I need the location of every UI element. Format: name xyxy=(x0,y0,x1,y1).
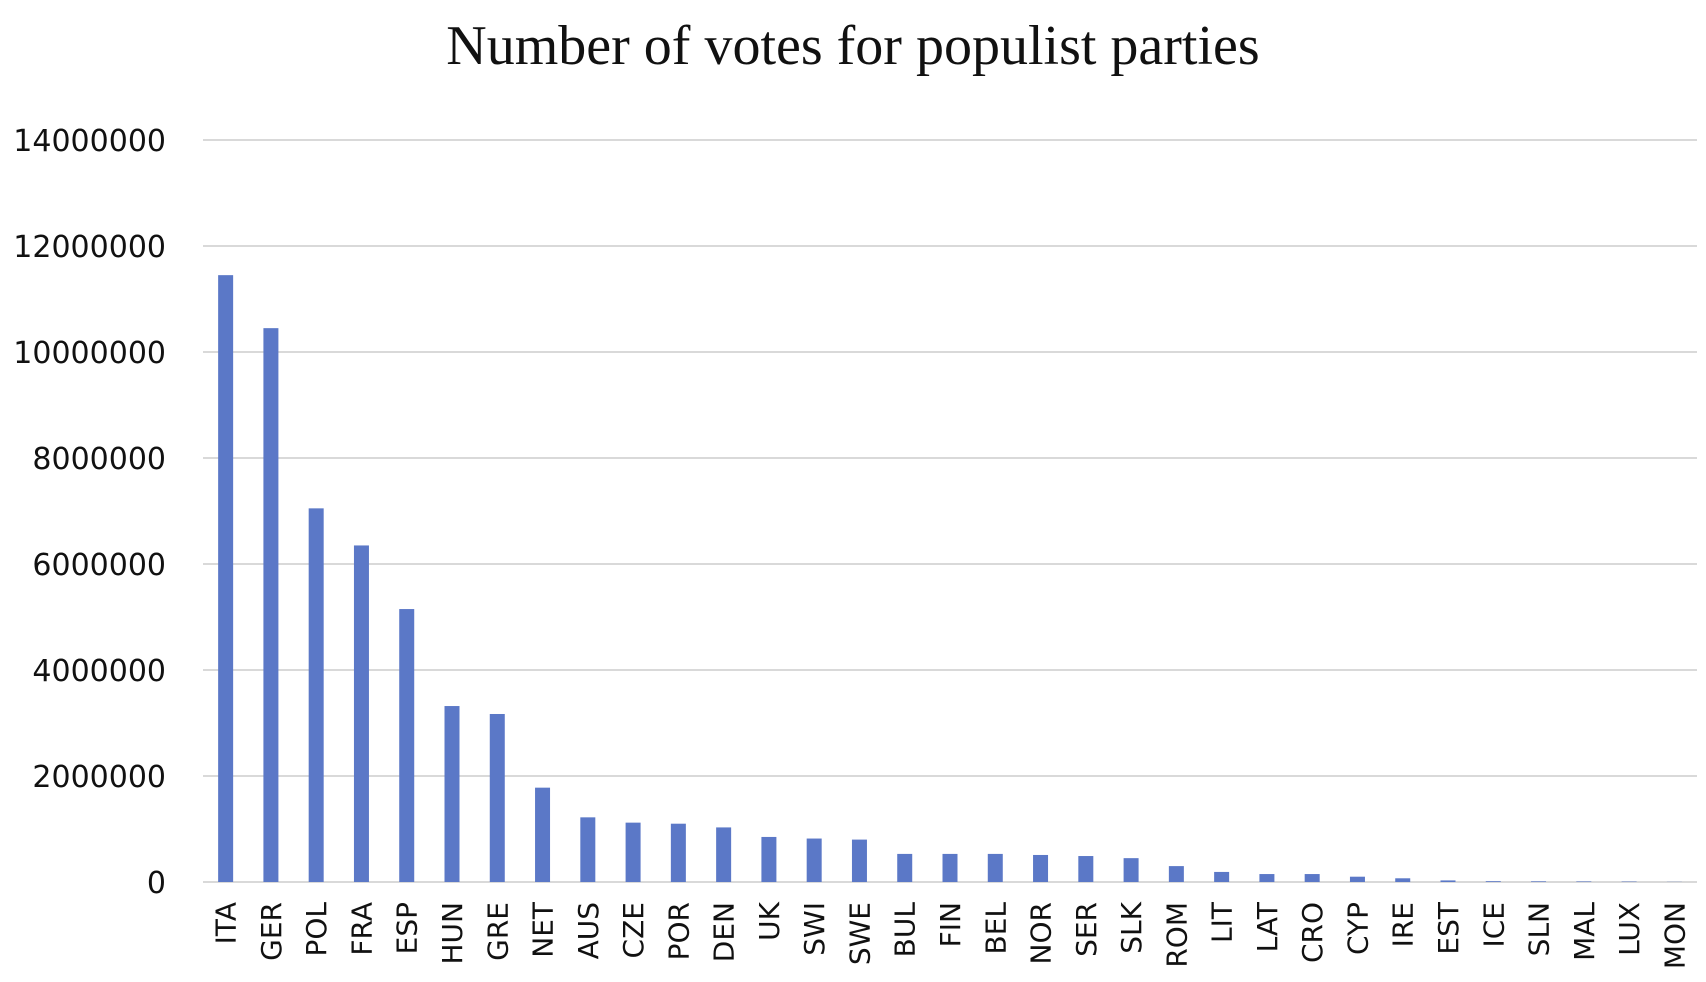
x-tick-label-net: NET xyxy=(527,901,560,958)
bar-bel xyxy=(987,853,1003,882)
bar-rom xyxy=(1168,866,1184,882)
bar-ice xyxy=(1485,881,1501,882)
y-axis-tick-labels: 0 2000000 4000000 6000000 8000000 10000000 120… xyxy=(13,124,166,901)
x-tick-label-cyp: CYP xyxy=(1341,902,1374,955)
chart-title: Number of votes for populist parties xyxy=(446,15,1260,77)
y-tick-label: 14000000 xyxy=(13,124,166,159)
bar-pol xyxy=(308,508,324,882)
y-tick-label: 8000000 xyxy=(32,442,166,477)
x-tick-label-den: DEN xyxy=(708,902,741,962)
bar-ita xyxy=(218,275,234,882)
y-tick-label: 2000000 xyxy=(32,760,166,795)
bar-ser xyxy=(1078,856,1094,882)
x-tick-label-pol: POL xyxy=(300,902,333,957)
y-tick-label: 12000000 xyxy=(13,230,166,265)
bar-est xyxy=(1440,880,1456,882)
y-tick-label: 6000000 xyxy=(32,548,166,583)
bar-sln xyxy=(1531,881,1547,882)
bar-fra xyxy=(353,545,369,882)
x-tick-label-gre: GRE xyxy=(481,902,514,961)
x-tick-label-lit: LIT xyxy=(1206,901,1239,943)
x-tick-label-cze: CZE xyxy=(617,902,650,958)
x-tick-label-fra: FRA xyxy=(345,902,378,956)
x-tick-label-rom: ROM xyxy=(1160,902,1193,968)
x-tick-label-uk: UK xyxy=(753,901,786,940)
x-tick-label-esp: ESP xyxy=(391,902,424,954)
bar-slk xyxy=(1123,858,1139,882)
gridlines xyxy=(203,139,1697,883)
x-axis-category-labels: ITA GER POL FRA ESP HUN GRE NET AUS CZE POR DEN UK SW… xyxy=(210,901,1692,969)
bar-ire xyxy=(1395,878,1411,882)
bar-swe xyxy=(851,839,867,882)
bar-mal xyxy=(1576,881,1592,882)
x-tick-label-mal: MAL xyxy=(1568,902,1601,961)
x-tick-label-sln: SLN xyxy=(1523,902,1556,956)
bar-fin xyxy=(942,853,958,882)
bar-net xyxy=(535,787,551,882)
x-tick-label-swe: SWE xyxy=(843,902,876,965)
bar-por xyxy=(670,823,686,882)
bar-nor xyxy=(1033,854,1049,882)
x-tick-label-swi: SWI xyxy=(798,902,831,956)
y-tick-label: 0 xyxy=(147,866,166,901)
x-tick-label-ire: IRE xyxy=(1387,902,1420,947)
bar-ger xyxy=(263,328,279,882)
bar-lat xyxy=(1259,874,1275,882)
x-tick-label-est: EST xyxy=(1432,901,1465,954)
bar-swi xyxy=(806,838,822,882)
x-tick-label-bul: BUL xyxy=(889,902,922,958)
bar-gre xyxy=(489,713,505,882)
x-tick-label-lux: LUX xyxy=(1613,902,1646,956)
y-tick-label: 4000000 xyxy=(32,654,166,689)
x-tick-label-fin: FIN xyxy=(934,902,967,947)
bar-den xyxy=(716,827,732,882)
x-tick-label-bel: BEL xyxy=(979,902,1012,955)
bars xyxy=(218,275,1682,882)
x-tick-label-ice: ICE xyxy=(1477,902,1510,948)
x-tick-label-lat: LAT xyxy=(1251,901,1284,952)
bar-lit xyxy=(1214,871,1230,882)
bar-cze xyxy=(625,822,641,882)
x-tick-label-hun: HUN xyxy=(436,902,469,965)
x-tick-label-ser: SER xyxy=(1070,902,1103,957)
x-tick-label-por: POR xyxy=(662,902,695,960)
bar-cyp xyxy=(1349,876,1365,882)
x-tick-label-ger: GER xyxy=(255,902,288,961)
bar-esp xyxy=(399,609,415,882)
bar-hun xyxy=(444,706,460,882)
x-tick-label-cro: CRO xyxy=(1296,902,1329,963)
y-tick-label: 10000000 xyxy=(13,336,166,371)
bar-aus xyxy=(580,817,596,882)
bar-cro xyxy=(1304,874,1320,882)
x-tick-label-slk: SLK xyxy=(1115,901,1148,953)
x-tick-label-aus: AUS xyxy=(572,902,605,959)
bar-uk xyxy=(761,836,777,882)
bar-bul xyxy=(897,853,913,882)
x-tick-label-ita: ITA xyxy=(210,902,243,944)
x-tick-label-nor: NOR xyxy=(1025,902,1058,964)
x-tick-label-mon: MON xyxy=(1658,902,1691,969)
